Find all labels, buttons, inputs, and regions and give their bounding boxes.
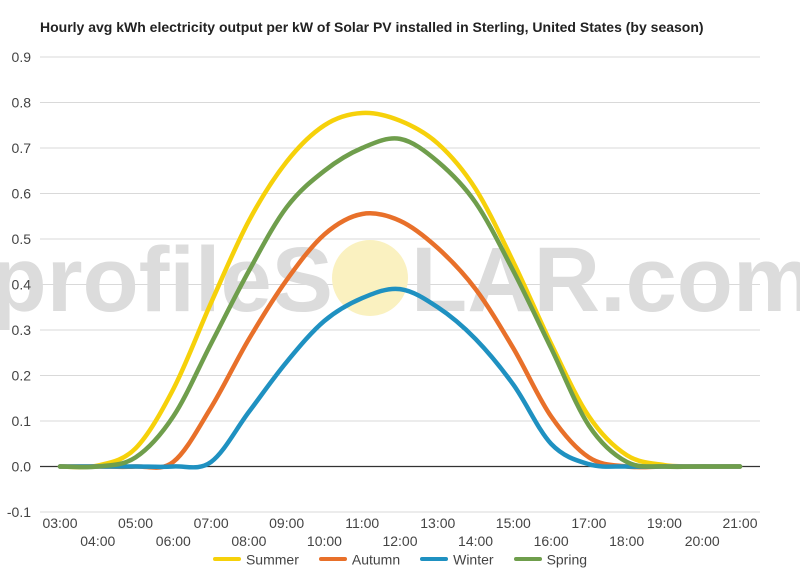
x-tick-label: 19:00 [647,515,682,531]
x-tick-label: 17:00 [571,515,606,531]
watermark-sun-icon [332,240,408,316]
y-tick-label: 0.3 [12,322,32,338]
watermark: profileS LAR.com [0,229,800,331]
legend-label: Winter [453,550,494,567]
y-tick-label: -0.1 [7,504,31,520]
watermark-suffix: LAR.com [411,229,800,331]
y-tick-label: 0.5 [12,231,32,247]
x-tick-label: 04:00 [80,533,115,549]
x-tick-label: 20:00 [685,533,720,549]
x-tick-label: 14:00 [458,533,493,549]
x-tick-label: 16:00 [534,533,569,549]
x-tick-label: 05:00 [118,515,153,531]
x-tick-label: 12:00 [382,533,417,549]
legend-label: Summer [245,550,299,567]
y-tick-label: 0.1 [12,413,32,429]
x-tick-label: 15:00 [496,515,531,531]
series-line-spring [57,136,743,470]
legend-swatch [420,556,449,561]
legend-swatch [513,556,542,561]
x-tick-label: 10:00 [307,533,342,549]
x-tick-label: 09:00 [269,515,304,531]
x-tick-label: 08:00 [231,533,266,549]
legend-item-winter: Winter [420,550,494,567]
legend-label: Autumn [351,550,401,567]
y-tick-label: 0.9 [12,49,32,65]
x-tick-label: 21:00 [722,515,757,531]
watermark-prefix: profileS [0,229,333,331]
legend-label: Spring [546,550,588,567]
x-tick-label: 11:00 [345,515,379,531]
legend-item-autumn: Autumn [318,550,401,567]
chart-title: Hourly avg kWh electricity output per kW… [40,19,704,35]
y-tick-label: 0.7 [12,140,32,156]
y-tick-label: 0.6 [12,186,32,202]
x-tick-label: 03:00 [42,515,77,531]
y-axis: 0.9 0.8 0.7 0.6 0.5 0.4 0.3 0.2 0.1 0.0 -0.1 [7,49,31,520]
legend-item-spring: Spring [513,550,588,567]
y-tick-label: 0.4 [12,277,32,293]
x-axis: 03:00 05:00 07:00 09:00 11:00 13:00 15:00 17:00… [42,515,757,549]
x-tick-label: 06:00 [156,533,191,549]
series-layer [57,110,743,470]
legend-item-summer: Summer [212,550,299,567]
x-tick-label: 13:00 [420,515,455,531]
legend: Summer Autumn Winter Spring [0,549,800,567]
x-tick-label: 07:00 [194,515,229,531]
legend-swatch [318,556,347,561]
y-tick-label: 0.8 [12,95,32,111]
series-line-summer [57,110,743,470]
y-tick-label: 0.2 [12,368,32,384]
x-tick-label: 18:00 [609,533,644,549]
series-line-winter [57,286,743,470]
y-tick-label: 0.0 [12,459,32,475]
legend-swatch [212,556,241,561]
